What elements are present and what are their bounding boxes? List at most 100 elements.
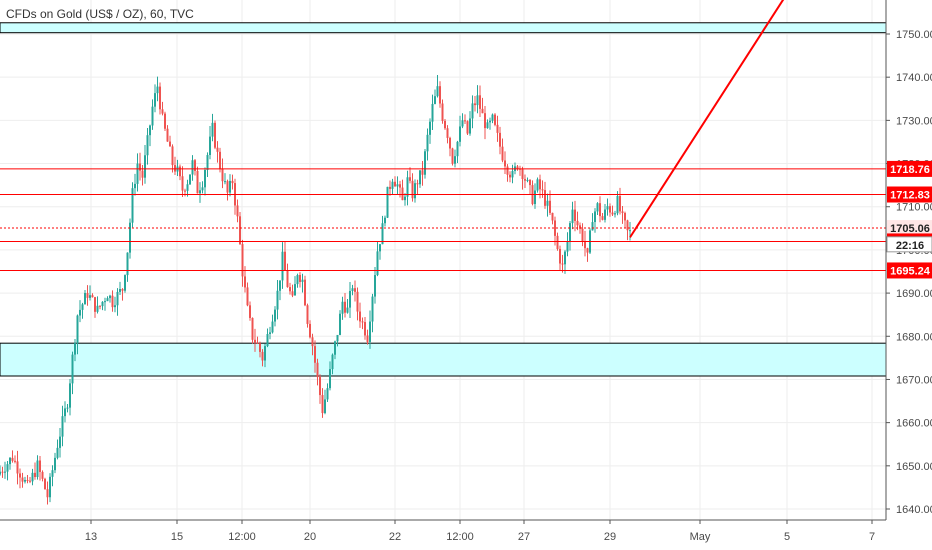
candle-body (254, 339, 256, 343)
candle-body (346, 307, 349, 313)
candle-body (621, 211, 624, 213)
candle-body (194, 160, 196, 171)
x-tick-label: 29 (604, 531, 616, 543)
candle-body (534, 190, 536, 205)
candle-body (541, 189, 544, 191)
candle-body (14, 460, 16, 462)
candle-body (266, 334, 269, 347)
candle-body (599, 203, 601, 217)
candle-body (559, 248, 561, 264)
candle-body (556, 235, 559, 249)
candle-body (484, 113, 486, 129)
candle-body (264, 346, 266, 361)
candle-body (169, 141, 171, 147)
candle-body (374, 275, 376, 297)
candle-body (469, 118, 471, 134)
zone-rectangle[interactable] (0, 22, 887, 34)
candle-body (219, 151, 221, 169)
candle-body (609, 206, 611, 213)
price-tag-label: 1712.83 (890, 190, 930, 202)
candle-body (191, 160, 194, 175)
candle-body (281, 251, 284, 281)
candle-body (64, 408, 66, 417)
candle-body (0, 471, 1, 475)
horizontal-levels[interactable] (0, 168, 886, 271)
candle-body (524, 179, 526, 181)
candle-body (189, 174, 191, 185)
candle-body (199, 190, 201, 194)
candle-body (99, 305, 101, 307)
y-tick-label: 1710.00 (896, 202, 932, 214)
candle-body (509, 174, 511, 178)
candle-body (111, 295, 114, 308)
trendline[interactable] (629, 0, 800, 238)
candle-body (436, 86, 439, 97)
x-tick-label: 12:00 (228, 531, 256, 543)
candle-body (379, 244, 381, 252)
candle-body (214, 122, 216, 148)
candle-body (386, 186, 389, 218)
candle-body (96, 305, 99, 312)
candle-body (601, 216, 604, 220)
candle-body (56, 447, 59, 458)
y-tick-label: 1690.00 (896, 288, 932, 300)
candle-body (504, 160, 506, 167)
candle-body (474, 103, 476, 106)
candle-body (529, 179, 531, 186)
candle-body (6, 464, 9, 472)
x-tick-label: 12:00 (446, 531, 474, 543)
candle-body (501, 146, 504, 161)
y-tick-label: 1740.00 (896, 72, 932, 84)
candlestick-series (0, 75, 631, 505)
candle-body (416, 183, 419, 185)
x-tick-label: 13 (85, 531, 97, 543)
candle-body (296, 275, 299, 285)
candle-body (166, 128, 169, 142)
candle-body (626, 220, 629, 231)
candle-body (206, 155, 209, 171)
candle-body (499, 132, 501, 147)
candle-body (144, 155, 146, 178)
candle-body (581, 228, 584, 242)
candle-body (244, 276, 246, 288)
candle-body (159, 86, 161, 110)
candle-body (466, 121, 469, 134)
candle-body (301, 279, 304, 282)
x-tick-label: 20 (304, 531, 316, 543)
candle-body (516, 166, 519, 169)
x-tick-label: 15 (171, 531, 183, 543)
candle-body (404, 196, 406, 201)
candle-body (449, 137, 451, 149)
candle-body (256, 342, 259, 344)
price-tag (887, 160, 932, 177)
candle-body (371, 296, 374, 322)
candle-body (571, 209, 574, 224)
zone-rectangle[interactable] (0, 342, 887, 377)
candle-body (409, 177, 411, 181)
candle-body (506, 166, 509, 175)
candle-body (616, 196, 619, 214)
candle-body (229, 180, 231, 193)
candle-body (274, 309, 276, 322)
candle-body (554, 220, 556, 236)
candle-body (251, 317, 254, 340)
candle-body (141, 170, 144, 178)
candle-body (369, 321, 371, 342)
candle-body (66, 407, 69, 409)
trendline-drawing[interactable] (629, 0, 800, 238)
y-tick-label: 1750.00 (896, 29, 932, 41)
candle-body (459, 126, 461, 142)
candle-body (124, 275, 126, 291)
candle-body (341, 301, 344, 314)
candle-body (249, 305, 251, 318)
support-resistance-zones[interactable] (0, 22, 887, 377)
candle-body (564, 251, 566, 265)
candle-body (439, 86, 441, 104)
y-tick-label: 1660.00 (896, 418, 932, 430)
candle-body (486, 122, 489, 129)
countdown-label: 22:16 (896, 240, 924, 252)
candle-body (289, 287, 291, 292)
candle-body (389, 186, 391, 189)
